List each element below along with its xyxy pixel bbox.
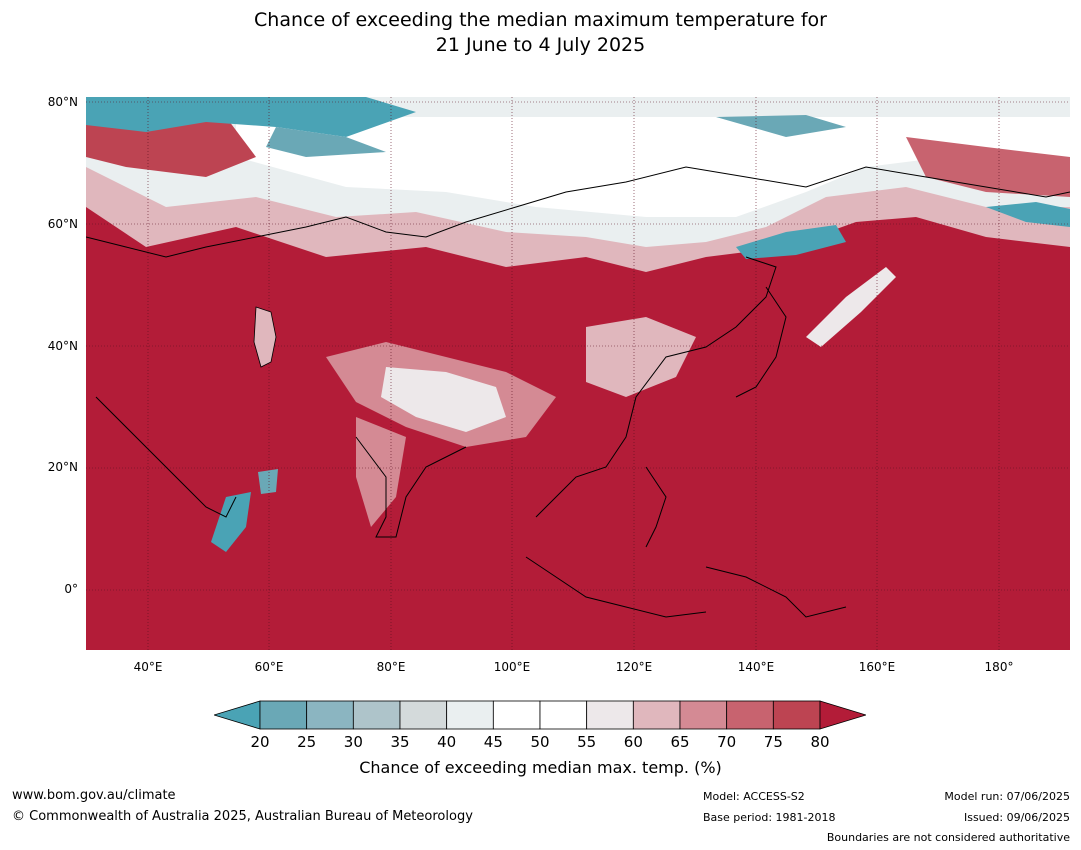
colorbar-tick-label: 80 [810, 733, 830, 751]
footer-model: Model: ACCESS-S2 [703, 790, 805, 803]
tibet-white-zone [381, 367, 506, 432]
colorbar-tick-label: 40 [437, 733, 457, 751]
colorbar-box [399, 700, 448, 730]
lon-label-100e: 100°E [493, 660, 531, 674]
colorbar-tick-label: 20 [250, 733, 270, 751]
lon-label-120e: 120°E [615, 660, 653, 674]
lon-label-140e: 140°E [737, 660, 775, 674]
footer-disclaimer: Boundaries are not considered authoritat… [826, 831, 1070, 844]
east-china-pink-zone [586, 317, 696, 397]
colorbar-box [586, 700, 634, 730]
colorbar-tick-label: 60 [623, 733, 643, 751]
colorbar-tick-label: 45 [483, 733, 503, 751]
colorbar-box [772, 700, 821, 730]
map-title: Chance of exceeding the median maximum t… [0, 8, 1081, 58]
caspian-sea [253, 306, 277, 368]
colorbar-tick-label: 50 [530, 733, 550, 751]
footer-url: www.bom.gov.au/climate [12, 788, 176, 803]
lon-label-180: 180° [984, 660, 1014, 674]
colorbar-tick-label: 55 [577, 733, 597, 751]
lon-label-160e: 160°E [858, 660, 896, 674]
colorbar-box [259, 700, 308, 730]
footer-model-run: Model run: 07/06/2025 [944, 790, 1070, 803]
coastlines [86, 166, 1070, 618]
colorbar-box [632, 700, 681, 730]
colorbar-box [446, 700, 494, 730]
colorbar-tick-label: 75 [763, 733, 783, 751]
colorbar-tick-label: 65 [670, 733, 690, 751]
india-pink-zone [356, 417, 406, 527]
lon-label-40e: 40°E [133, 660, 163, 674]
somalia-teal-zone [211, 492, 251, 552]
colorbar-tick-label: 70 [717, 733, 737, 751]
lat-label-20n: 20°N [47, 460, 78, 474]
title-line-2: 21 June to 4 July 2025 [435, 34, 646, 56]
barents-teal-zone [86, 97, 416, 137]
colorbar-extend-high [819, 700, 866, 730]
title-line-1: Chance of exceeding the median maximum t… [254, 9, 827, 31]
footer-base-period: Base period: 1981-2018 [703, 811, 836, 824]
pacific-white-streak [806, 267, 896, 347]
colorbar-box [492, 700, 541, 730]
lat-label-40n: 40°N [47, 339, 78, 353]
lon-label-60e: 60°E [254, 660, 284, 674]
footer-copyright: © Commonwealth of Australia 2025, Austra… [12, 809, 473, 824]
colorbar-box [352, 700, 401, 730]
colorbar [214, 700, 866, 730]
colorbar-box [306, 700, 354, 730]
arabian-sea-teal-zone [258, 469, 278, 494]
probability-map [86, 97, 1070, 650]
colorbar-tick-label: 25 [297, 733, 317, 751]
map-canvas [86, 97, 1070, 650]
lat-label-60n: 60°N [47, 217, 78, 231]
lat-label-80n: 80°N [47, 95, 78, 109]
colorbar-box [539, 700, 588, 730]
colorbar-box [726, 700, 774, 730]
colorbar-tick-label: 35 [390, 733, 410, 751]
footer-issued: Issued: 09/06/2025 [963, 811, 1070, 824]
colorbar-label: Chance of exceeding median max. temp. (%… [359, 758, 722, 777]
colorbar-extend-low [214, 700, 261, 730]
lat-label-0: 0° [64, 582, 78, 596]
siberia-white-core [236, 117, 1070, 217]
kara-teal-zone [266, 127, 386, 157]
lon-label-80e: 80°E [376, 660, 406, 674]
northeast-red-zone [906, 137, 1070, 197]
graticule [86, 97, 1070, 650]
okhotsk-teal-zone [736, 225, 846, 259]
colorbar-box [679, 700, 728, 730]
arctic-east-teal-zone [716, 115, 846, 137]
colorbar-tick-label: 30 [343, 733, 363, 751]
bering-teal-zone [986, 202, 1070, 227]
